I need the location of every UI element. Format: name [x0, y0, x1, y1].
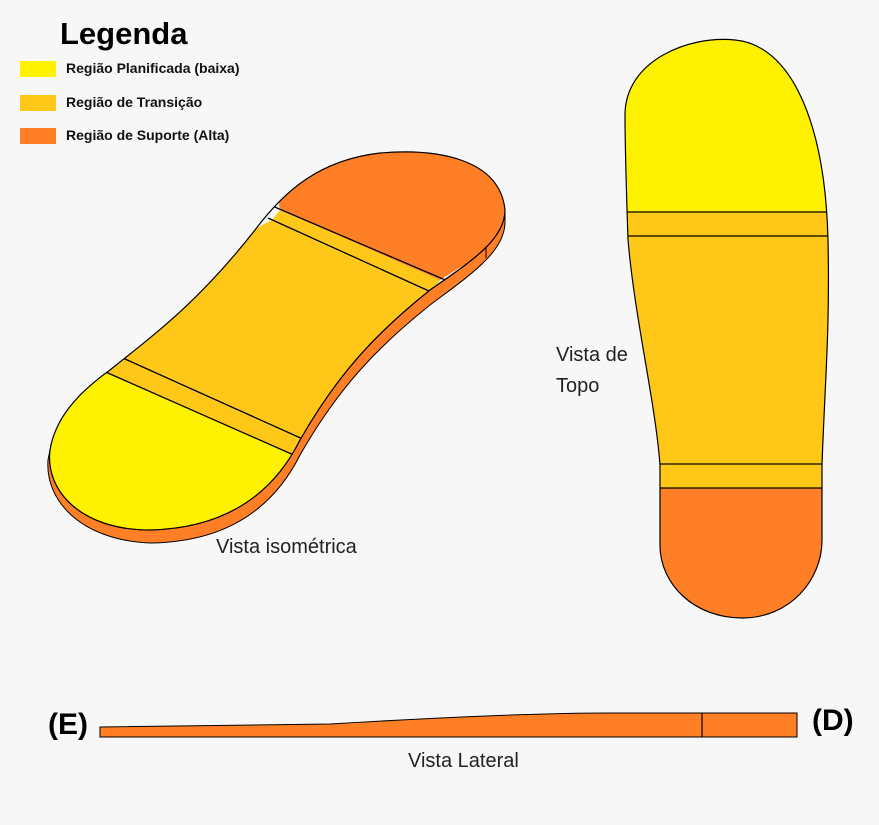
label-isometric-view: Vista isométrica: [216, 536, 357, 558]
side-label-left: (E): [48, 708, 88, 741]
top-transition-region: [625, 236, 829, 464]
legend-swatch-support: [20, 128, 56, 144]
isometric-view: [47, 151, 506, 544]
legend-label-support: Região de Suporte (Alta): [66, 127, 230, 143]
top-transition-band-toe: [625, 212, 829, 236]
lateral-view: [99, 712, 798, 738]
label-top-view-line1: Vista de: [556, 344, 628, 366]
label-lateral-view: Vista Lateral: [408, 750, 519, 772]
side-label-right: (D): [812, 704, 854, 737]
legend-title: Legenda: [60, 16, 188, 51]
legend-swatch-transition: [20, 95, 56, 111]
top-view: [625, 39, 829, 618]
top-support-region: [625, 488, 829, 618]
iso-transition-band-heel: [272, 210, 440, 295]
lateral-profile: [99, 712, 798, 738]
legend-label-transition: Região de Transição: [66, 94, 203, 110]
legend-swatch-flat: [20, 61, 56, 77]
label-top-view-line2: Topo: [556, 375, 600, 397]
iso-transition-band-toe: [98, 352, 300, 455]
top-flat-region: [625, 39, 829, 212]
top-transition-band-heel: [625, 464, 829, 488]
legend-label-flat: Região Planificada (baixa): [66, 60, 240, 76]
iso-support-region: [270, 151, 505, 280]
